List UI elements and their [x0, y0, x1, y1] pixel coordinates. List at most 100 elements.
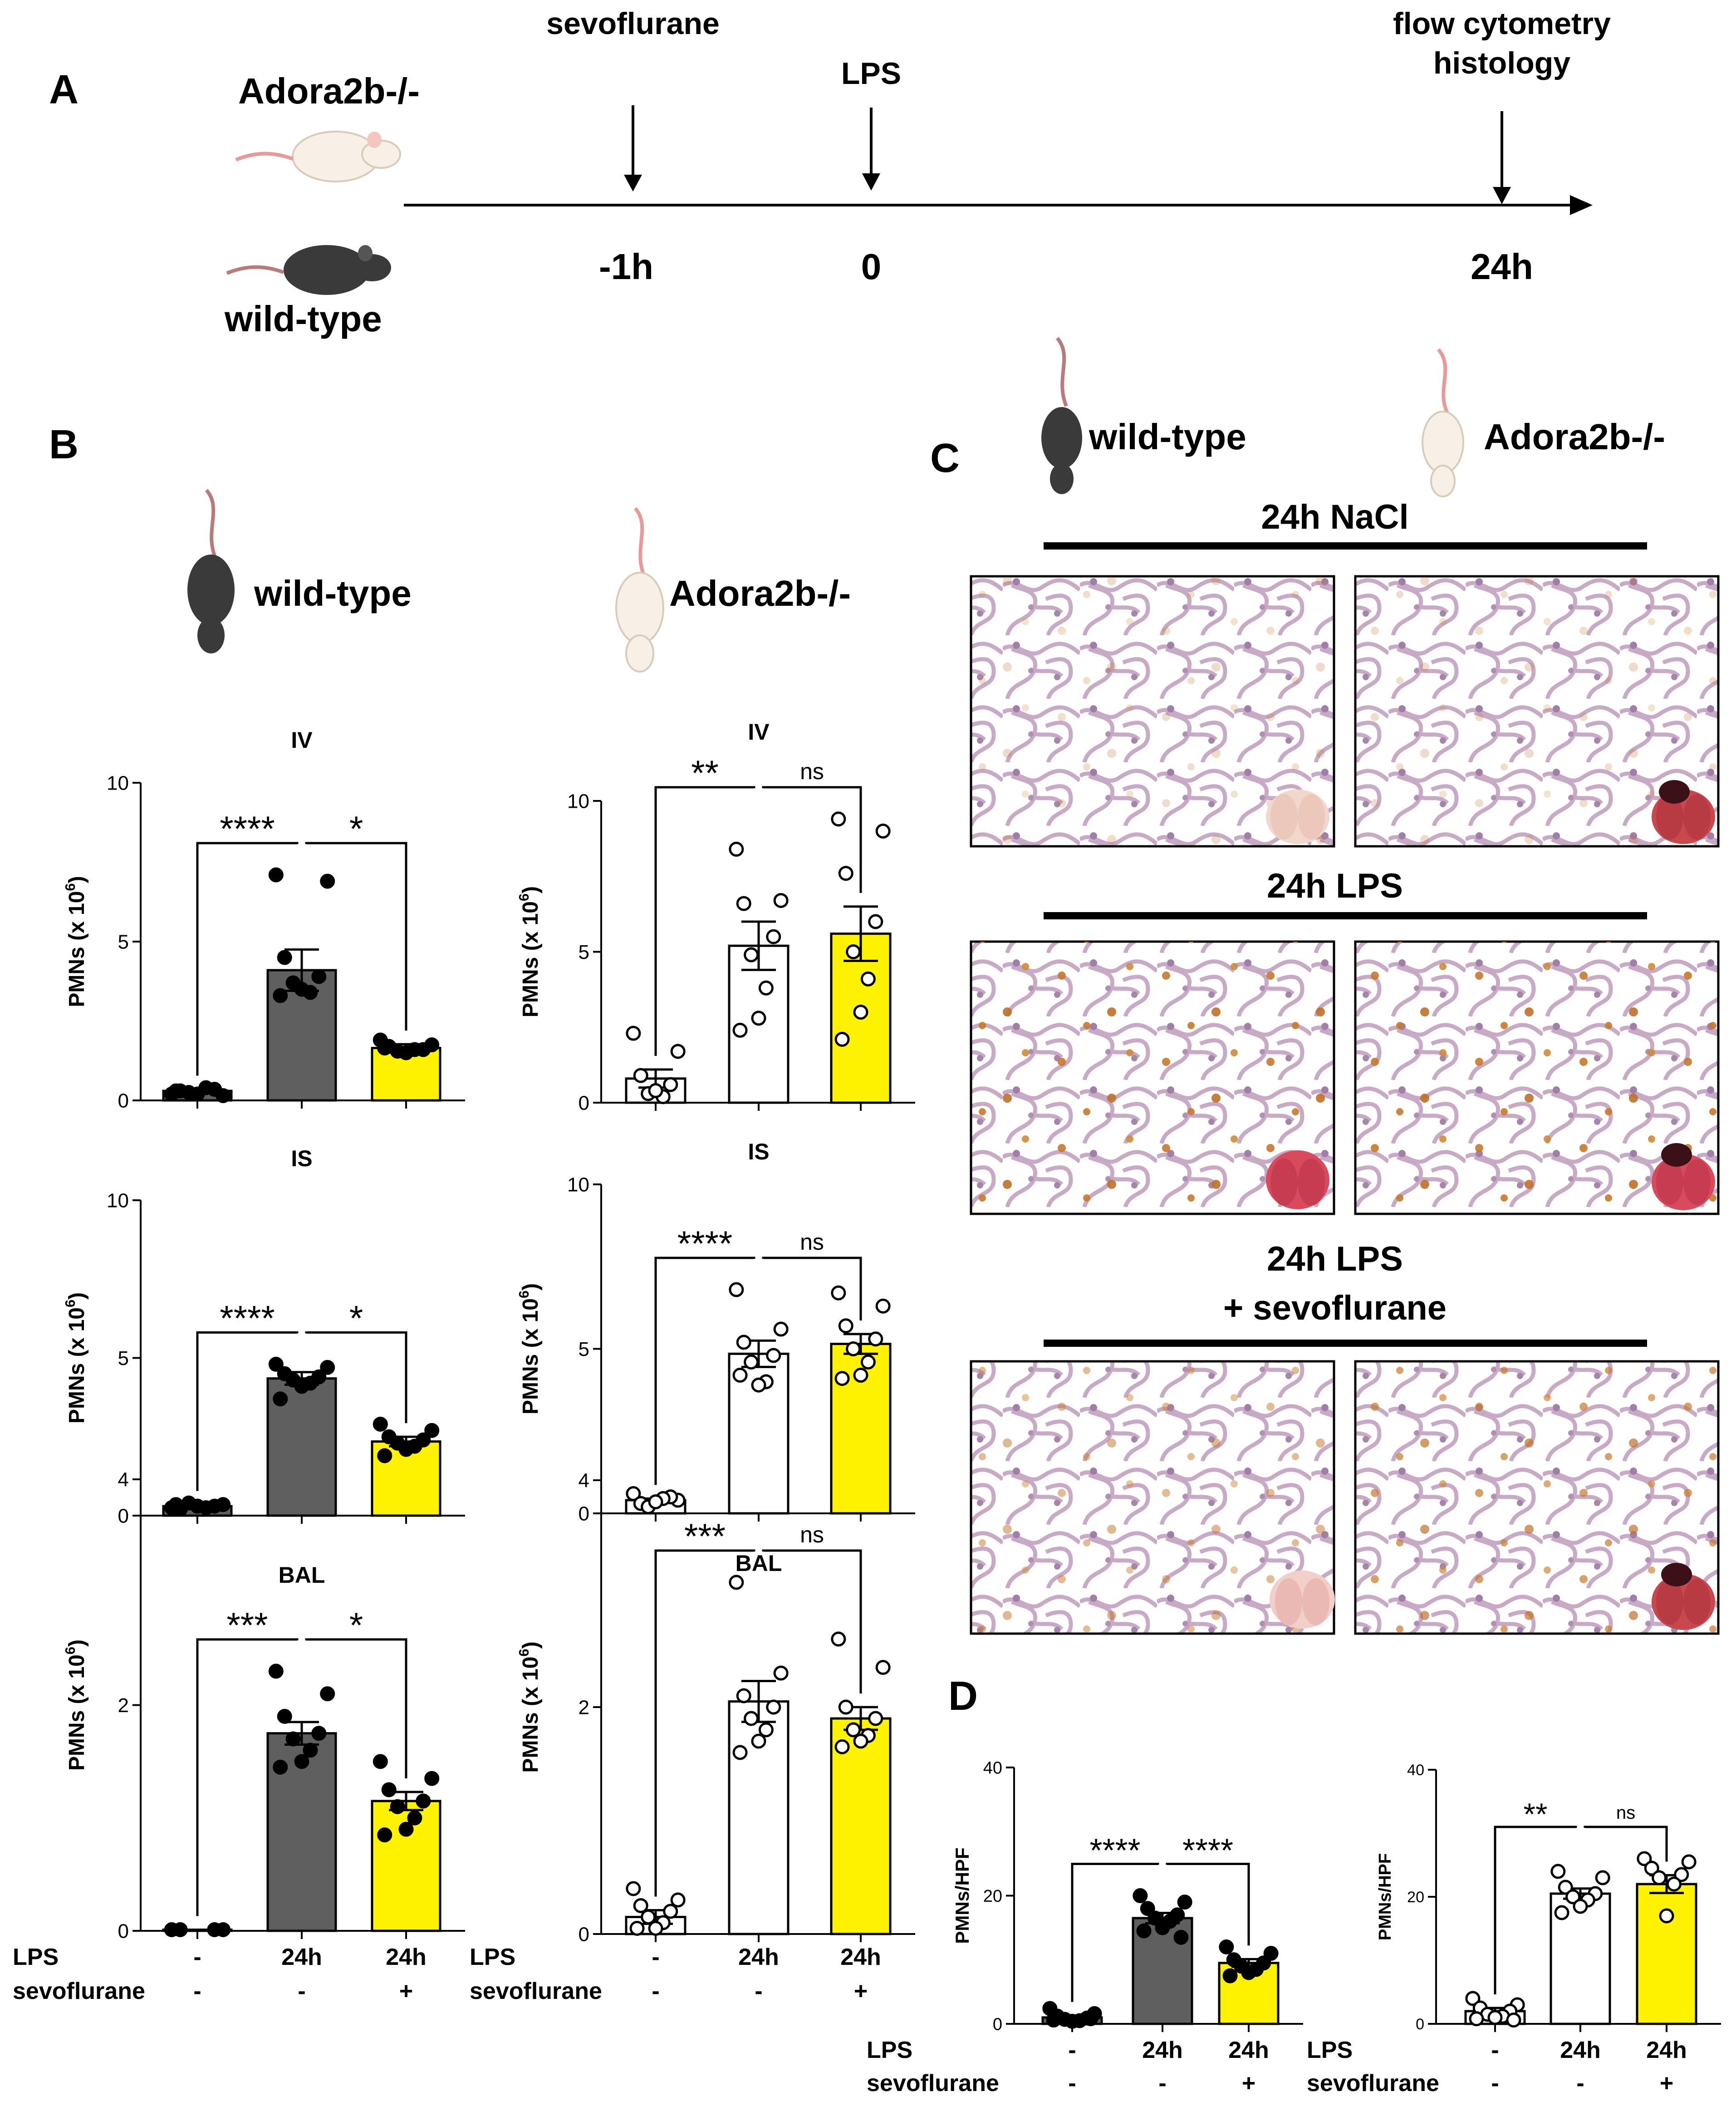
bar — [162, 1929, 233, 1932]
data-point — [1219, 1939, 1234, 1954]
chart-d-wt: 0 20 40 PMNs/HPF **** **** — [951, 1758, 1303, 2034]
data-point — [648, 1494, 663, 1510]
data-point — [377, 1448, 392, 1463]
data-point — [732, 1745, 748, 1760]
data-point — [633, 1068, 648, 1083]
panel-c-letter: C — [930, 436, 960, 481]
significance-bracket — [762, 1257, 862, 1320]
data-point — [273, 1759, 288, 1775]
data-point — [1064, 2013, 1080, 2029]
y-tick-label: 10 — [567, 790, 589, 812]
data-point — [629, 1921, 645, 1936]
data-point — [834, 1031, 850, 1047]
data-point — [207, 1922, 222, 1938]
data-point — [1133, 1888, 1148, 1903]
data-point — [834, 1739, 850, 1754]
data-point — [838, 1318, 853, 1334]
significance-label: *** — [684, 1516, 726, 1556]
y-tick-label: 0 — [1416, 2016, 1424, 2033]
data-point — [875, 1298, 891, 1314]
data-point — [1573, 1899, 1588, 1914]
data-point — [744, 1711, 759, 1726]
data-point — [1487, 2010, 1503, 2025]
data-point — [868, 1331, 883, 1347]
chart-title: BAL — [279, 1562, 325, 1588]
y-tick-label: 5 — [118, 931, 129, 953]
y-tick-label: 10 — [107, 1189, 129, 1212]
y-axis-label: PMNs (x 106) — [62, 1292, 89, 1424]
significance-bracket — [196, 1331, 299, 1491]
data-point — [853, 1733, 868, 1749]
y-axis-label: PMNs (x 106) — [62, 1640, 89, 1771]
panel-d-condition-row: LPS sevoflurane - 24h 24h - - + LPS sevo… — [867, 2037, 1687, 2096]
y-tick-label: 20 — [1407, 1889, 1424, 1906]
y-tick-label: 5 — [579, 941, 589, 963]
data-point — [190, 1498, 205, 1514]
data-point — [732, 1022, 748, 1038]
chart-ko-is: 0 5 10 PMNs (x 106) IS **** ns — [516, 1139, 915, 1525]
data-point — [831, 1285, 846, 1301]
data-point — [831, 811, 846, 827]
data-point — [1155, 1920, 1170, 1935]
panel-b-condition-row: LPS sevoflurane - 24h 24h - - + LPS sevo… — [13, 1944, 881, 2004]
lung-icon — [1652, 1563, 1715, 1630]
c-row3-title-1: 24h LPS — [1267, 1240, 1403, 1278]
d-wt-lps-tick-3: 24h — [1228, 2037, 1269, 2063]
data-point — [1136, 1923, 1152, 1939]
data-point — [1083, 2011, 1098, 2027]
data-point — [1465, 1991, 1481, 2006]
lung-icon — [1270, 1571, 1335, 1629]
data-point — [732, 1368, 748, 1383]
ko-mouse-icon — [615, 507, 664, 673]
event-lps-time: 0 — [861, 246, 882, 287]
data-point — [729, 841, 744, 857]
y-tick-label: 2 — [579, 1696, 589, 1718]
bar — [1636, 1883, 1697, 2025]
y-tick-label: 0 — [993, 2015, 1002, 2034]
y-axis-label: PMNs (x 106) — [516, 1283, 543, 1414]
data-point — [268, 1356, 284, 1372]
d-wt-sevo-tick-3: + — [1242, 2070, 1255, 2096]
significance-bracket — [654, 1549, 755, 1897]
significance-bracket — [762, 786, 862, 893]
chart-title: BAL — [736, 1551, 782, 1576]
significance-label: **** — [220, 1298, 275, 1338]
panel-a-ko-label: Adora2b-/- — [238, 71, 420, 111]
y-tick-label: 10 — [567, 1173, 589, 1196]
data-point — [853, 1368, 868, 1383]
data-point — [320, 1360, 335, 1375]
data-point — [1674, 1867, 1689, 1882]
data-point — [1637, 1851, 1652, 1866]
data-point — [398, 1821, 414, 1837]
chart-title: IV — [748, 719, 770, 745]
y-axis-label: PMNs (x 106) — [62, 876, 89, 1007]
d-wt-sevo-label: sevoflurane — [867, 2070, 999, 2096]
data-point — [875, 824, 891, 839]
data-point — [424, 1771, 440, 1786]
data-point — [626, 1026, 641, 1041]
data-point — [168, 1083, 184, 1099]
y-tick-label: 2 — [118, 1694, 129, 1717]
data-point — [648, 1921, 663, 1936]
d-ko-sevo-tick-3: + — [1660, 2070, 1673, 2096]
significance-bracket — [196, 842, 299, 1076]
significance-bracket — [1166, 1863, 1250, 1946]
data-point — [377, 1827, 392, 1843]
y-axis-label: PMNs/HPF — [1376, 1853, 1395, 1940]
data-point — [373, 1754, 388, 1769]
event-sevoflurane: sevoflurane -1h — [546, 6, 720, 287]
significance-label: ns — [1616, 1803, 1635, 1823]
data-point — [834, 1371, 850, 1386]
significance-label: **** — [1182, 1833, 1233, 1869]
data-point — [273, 1391, 288, 1407]
event-lps: LPS 0 — [841, 56, 901, 287]
data-point — [1659, 1908, 1674, 1924]
c-wt-label: wild-type — [1089, 417, 1246, 457]
data-point — [273, 988, 288, 1003]
significance-label: *** — [226, 1605, 268, 1645]
b-wt-lps-tick-3: 24h — [386, 1944, 427, 1970]
event-readout-label-1: flow cytometry — [1393, 6, 1611, 41]
